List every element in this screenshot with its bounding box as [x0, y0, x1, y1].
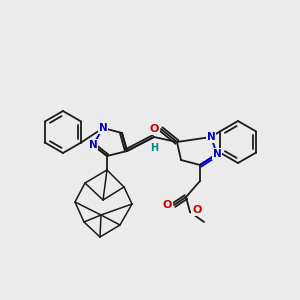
- Text: N: N: [213, 149, 221, 159]
- Text: H: H: [150, 143, 158, 153]
- Text: O: O: [162, 200, 172, 210]
- Text: O: O: [149, 124, 159, 134]
- Text: N: N: [99, 123, 107, 133]
- Text: N: N: [207, 132, 215, 142]
- Text: O: O: [192, 205, 202, 215]
- Text: N: N: [88, 140, 98, 150]
